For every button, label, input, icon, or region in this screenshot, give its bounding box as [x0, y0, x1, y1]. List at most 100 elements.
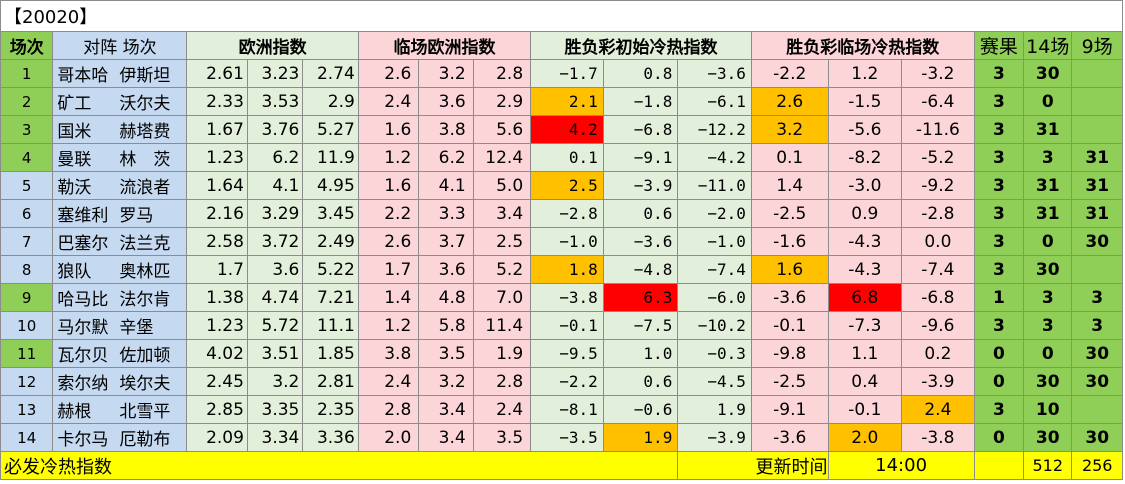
- home-team: 勒沃: [57, 178, 92, 198]
- pick-9: 30: [1071, 339, 1123, 368]
- row-index: 1: [0, 59, 54, 88]
- sf-initial-index: −1.0: [677, 227, 752, 256]
- sf-initial-index: 2.1: [530, 87, 604, 116]
- sf-initial-index: −9.1: [602, 143, 679, 172]
- table-row: 1 哥本哈 伊斯坦 2.61 3.23 2.74 2.6 3.2 2.8 −1.7 0.8 −3.6-…: [0, 59, 1123, 88]
- europe-odds: 2.74: [302, 59, 359, 88]
- sf-live-index: 1.6: [750, 255, 829, 284]
- sf-live-index: -3.6: [750, 283, 829, 312]
- table-row: 8 狼队 奥林匹 1.7 3.6 5.22 1.7 3.6 5.2 1.8 −4.8 −7.4 1.6-…: [0, 255, 1123, 284]
- sf-initial-index: −3.6: [602, 227, 679, 256]
- away-team: 佐加顿: [119, 346, 171, 366]
- live-europe-odds: 3.5: [418, 339, 474, 368]
- sf-live-index: -9.6: [901, 311, 975, 340]
- table-row: 14 卡尔马 厄勒布 2.09 3.34 3.36 2.0 3.4 3.5 −3.5 1.9 −3.9…: [0, 423, 1123, 452]
- europe-odds: 3.76: [246, 115, 304, 144]
- row-index: 12: [0, 367, 54, 396]
- home-team: 哥本哈: [57, 66, 109, 86]
- europe-odds: 11.9: [302, 143, 359, 172]
- home-team: 瓦尔贝: [57, 346, 109, 366]
- row-index: 4: [0, 143, 54, 172]
- europe-odds: 4.74: [246, 283, 304, 312]
- europe-odds: 3.51: [246, 339, 304, 368]
- sf-initial-index: −4.8: [602, 255, 679, 284]
- footer-spacer: [973, 451, 1025, 480]
- match-result: 3: [973, 115, 1025, 144]
- pick-14: 31: [1023, 115, 1073, 144]
- home-team: 狼队: [57, 262, 92, 282]
- header-sf-live: 胜负彩临场冷热指数: [750, 31, 975, 60]
- europe-odds: 5.27: [302, 115, 359, 144]
- match-teams: 矿工 沃尔夫: [52, 87, 188, 116]
- sf-live-index: -4.3: [827, 227, 903, 256]
- sf-live-index: -4.3: [827, 255, 903, 284]
- sf-initial-index: −1.0: [530, 227, 604, 256]
- live-europe-odds: 2.6: [357, 227, 420, 256]
- sf-initial-index: 4.2: [530, 115, 604, 144]
- pick-9: 31: [1071, 199, 1123, 228]
- sf-initial-index: −12.2: [677, 115, 752, 144]
- header-live-europe: 临场欧洲指数: [357, 31, 532, 60]
- live-europe-odds: 2.8: [357, 395, 420, 424]
- sf-live-index: -3.8: [901, 423, 975, 452]
- row-index: 13: [0, 395, 54, 424]
- sf-live-index: 3.2: [750, 115, 829, 144]
- pick-14: 30: [1023, 255, 1073, 284]
- match-result: 3: [973, 87, 1025, 116]
- away-team: 赫塔费: [119, 122, 171, 142]
- pick-14: 30: [1023, 59, 1073, 88]
- table-row: 2 矿工 沃尔夫 2.33 3.53 2.9 2.4 3.6 2.9 2.1 −1.8 −6.1 2.6…: [0, 87, 1123, 116]
- pick-9: 31: [1071, 143, 1123, 172]
- match-teams: 卡尔马 厄勒布: [52, 423, 188, 452]
- match-result: 3: [973, 143, 1025, 172]
- table-row: 11 瓦尔贝 佐加顿 4.02 3.51 1.85 3.8 3.5 1.9 −9.5 1.0 −0.3…: [0, 339, 1123, 368]
- sf-live-index: -3.6: [750, 423, 829, 452]
- sf-live-index: 0.2: [901, 339, 975, 368]
- sf-initial-index: −6.0: [677, 283, 752, 312]
- home-team: 赫根: [57, 402, 92, 422]
- live-europe-odds: 2.8: [472, 59, 532, 88]
- sf-live-index: -1.5: [827, 87, 903, 116]
- europe-odds: 1.23: [186, 311, 248, 340]
- live-europe-odds: 3.4: [418, 423, 474, 452]
- table-row: 6 塞维利 罗马 2.16 3.29 3.45 2.2 3.3 3.4 −2.8 0.6 −2.0 -2…: [0, 199, 1123, 228]
- live-europe-odds: 5.6: [472, 115, 532, 144]
- europe-odds: 1.7: [186, 255, 248, 284]
- europe-odds: 2.81: [302, 367, 359, 396]
- sf-live-index: 0.4: [827, 367, 903, 396]
- sf-live-index: -0.1: [827, 395, 903, 424]
- away-team: 伊斯坦: [119, 66, 171, 86]
- live-europe-odds: 4.8: [418, 283, 474, 312]
- live-europe-odds: 3.8: [357, 339, 420, 368]
- live-europe-odds: 3.8: [418, 115, 474, 144]
- live-europe-odds: 2.8: [472, 367, 532, 396]
- sf-initial-index: −0.6: [602, 395, 679, 424]
- pick-9: [1071, 87, 1123, 116]
- pick-14: 31: [1023, 171, 1073, 200]
- match-result: 3: [973, 311, 1025, 340]
- sf-live-index: -1.6: [750, 227, 829, 256]
- europe-odds: 2.16: [186, 199, 248, 228]
- europe-odds: 11.1: [302, 311, 359, 340]
- sf-initial-index: −0.1: [530, 311, 604, 340]
- match-result: 3: [973, 395, 1025, 424]
- sf-live-index: 1.1: [827, 339, 903, 368]
- home-team: 矿工: [57, 94, 92, 114]
- header-14: 14场: [1023, 31, 1073, 60]
- header-europe: 欧洲指数: [186, 31, 359, 60]
- europe-odds: 1.67: [186, 115, 248, 144]
- away-team: 北雪平: [119, 402, 171, 422]
- live-europe-odds: 2.4: [357, 367, 420, 396]
- table-row: 7 巴塞尔 法兰克 2.58 3.72 2.49 2.6 3.7 2.5 −1.0 −3.6 −1.0…: [0, 227, 1123, 256]
- sf-live-index: 2.6: [750, 87, 829, 116]
- pick-9: 3: [1071, 311, 1123, 340]
- sf-initial-index: −0.3: [677, 339, 752, 368]
- europe-odds: 3.23: [246, 59, 304, 88]
- total-14: 512: [1023, 451, 1073, 480]
- sf-initial-index: 0.6: [602, 367, 679, 396]
- pick-9: 30: [1071, 227, 1123, 256]
- live-europe-odds: 3.6: [418, 87, 474, 116]
- sf-initial-index: 1.9: [602, 423, 679, 452]
- sf-live-index: 0.0: [901, 227, 975, 256]
- europe-odds: 4.1: [246, 171, 304, 200]
